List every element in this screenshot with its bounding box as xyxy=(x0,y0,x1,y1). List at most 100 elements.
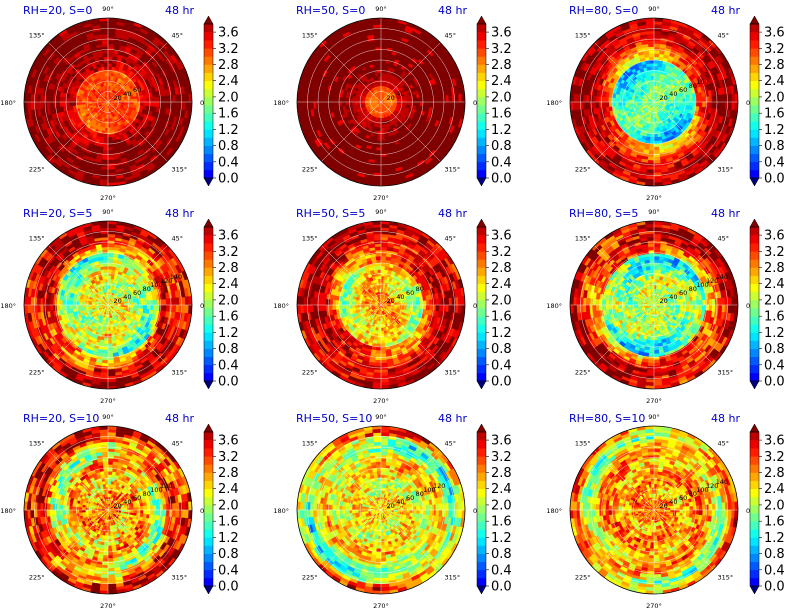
radial-tick-label: 120 xyxy=(160,482,172,490)
colorbar-band xyxy=(750,480,759,490)
colorbar-band xyxy=(750,432,759,441)
colorbar-tick-label: 0.8 xyxy=(764,139,785,154)
radial-tick-label: 20 xyxy=(660,94,668,102)
grid-spoke xyxy=(321,245,382,306)
colorbar-band xyxy=(477,251,486,260)
colorbar-tick-label: 3.6 xyxy=(491,26,512,41)
radial-tick-label: 60 xyxy=(679,86,687,94)
angle-tick-label: 0° xyxy=(473,99,480,107)
colorbar-band xyxy=(750,316,759,325)
polar-border xyxy=(569,17,739,187)
angle-tick-label: 0° xyxy=(746,507,753,515)
radial-tick-label: 100 xyxy=(150,486,162,494)
angle-tick-label: 270° xyxy=(373,397,389,405)
panel-title-right: 48 hr xyxy=(438,207,467,220)
colorbar-band xyxy=(750,80,759,90)
colorbar-band xyxy=(204,364,213,374)
colorbar-band xyxy=(477,137,486,146)
panel-title-right: 48 hr xyxy=(711,207,740,220)
colorbar-band xyxy=(477,356,486,366)
angle-tick-label: 135° xyxy=(29,440,45,448)
colorbar-band xyxy=(477,32,486,41)
colorbar-band xyxy=(750,121,759,130)
colorbar-tick-label: 0.4 xyxy=(764,358,785,373)
angle-tick-label: 270° xyxy=(373,194,389,202)
colorbar-band xyxy=(477,88,486,98)
colorbar-tick-label: 3.6 xyxy=(764,434,785,449)
colorbar-band xyxy=(477,324,486,333)
grid-spoke xyxy=(380,450,441,511)
colorbar-tick-label: 0.4 xyxy=(491,155,512,170)
grid-spoke xyxy=(107,101,168,162)
radial-tick-label: 60 xyxy=(679,494,687,502)
colorbar-tick-label: 1.6 xyxy=(218,310,239,325)
radial-tick-label: 20 xyxy=(114,297,122,305)
colorbar-extend-max xyxy=(203,423,214,433)
colorbar-band xyxy=(204,113,213,122)
grid-spoke xyxy=(107,450,168,511)
colorbar-extend-max xyxy=(749,15,760,25)
colorbar-tick-label: 2.4 xyxy=(218,277,239,292)
colorbar-band xyxy=(750,283,759,293)
colorbar-band xyxy=(477,488,486,498)
colorbar-tick-label: 3.2 xyxy=(764,245,785,260)
angle-tick-label: 45° xyxy=(445,440,457,448)
colorbar-band xyxy=(750,324,759,333)
radial-tick-label: 20 xyxy=(387,502,395,510)
colorbar-tick-label: 3.2 xyxy=(218,42,239,57)
colorbar-band xyxy=(477,456,486,465)
panel-title-left: RH=20, S=0 xyxy=(23,4,92,17)
colorbar-band xyxy=(750,299,759,309)
colorbar-tick-label: 2.0 xyxy=(764,293,785,308)
colorbar-tick-label: 2.4 xyxy=(218,482,239,497)
colorbar-band xyxy=(750,364,759,374)
contour-band xyxy=(386,98,391,102)
colorbar-tick-label: 0.8 xyxy=(764,547,785,562)
colorbar-band xyxy=(750,96,759,106)
colorbar-band xyxy=(204,448,213,457)
colorbar-band xyxy=(204,577,213,587)
grid-spoke xyxy=(380,42,441,103)
polar-border xyxy=(296,17,466,187)
grid-spoke xyxy=(653,42,714,103)
colorbar-tick-label: 2.8 xyxy=(218,261,239,276)
colorbar-extend-max xyxy=(203,15,214,25)
angle-tick-label: 90° xyxy=(648,208,660,216)
colorbar-band xyxy=(204,251,213,260)
grid-spoke xyxy=(48,450,109,511)
colorbar-tick-label: 1.2 xyxy=(491,531,512,546)
colorbar-band xyxy=(204,80,213,90)
colorbar-tick-label: 2.0 xyxy=(764,498,785,513)
colorbar-band xyxy=(750,72,759,82)
angle-tick-label: 45° xyxy=(718,440,730,448)
colorbar-band xyxy=(204,513,213,522)
colorbar-band xyxy=(204,56,213,65)
colorbar-band xyxy=(477,267,486,276)
colorbar-band xyxy=(750,243,759,252)
angle-tick-label: 225° xyxy=(302,574,318,582)
angle-tick-label: 45° xyxy=(172,440,184,448)
colorbar-tick-label: 3.2 xyxy=(764,42,785,57)
colorbar-band xyxy=(477,545,486,554)
colorbar-band xyxy=(750,553,759,562)
radial-tick-label: 60 xyxy=(133,494,141,502)
colorbar-band xyxy=(477,235,486,244)
colorbar-extend-max xyxy=(476,218,487,228)
angle-tick-label: 225° xyxy=(29,574,45,582)
colorbar-band xyxy=(477,529,486,538)
radial-tick-label: 20 xyxy=(387,94,395,102)
angle-tick-label: 135° xyxy=(29,32,45,40)
radial-tick-label: 60 xyxy=(679,289,687,297)
colorbar-tick-label: 3.6 xyxy=(218,229,239,244)
grid-spoke xyxy=(321,42,382,103)
colorbar-extend-min xyxy=(749,585,760,595)
colorbar-band xyxy=(750,56,759,65)
colorbar-tick-label: 3.2 xyxy=(764,450,785,465)
radial-tick-label: 20 xyxy=(114,94,122,102)
colorbar-band xyxy=(204,275,213,285)
grid-spoke xyxy=(321,450,382,511)
angle-tick-label: 90° xyxy=(375,5,387,13)
radial-tick-label: 40 xyxy=(669,498,677,506)
grid-spoke xyxy=(107,245,168,306)
